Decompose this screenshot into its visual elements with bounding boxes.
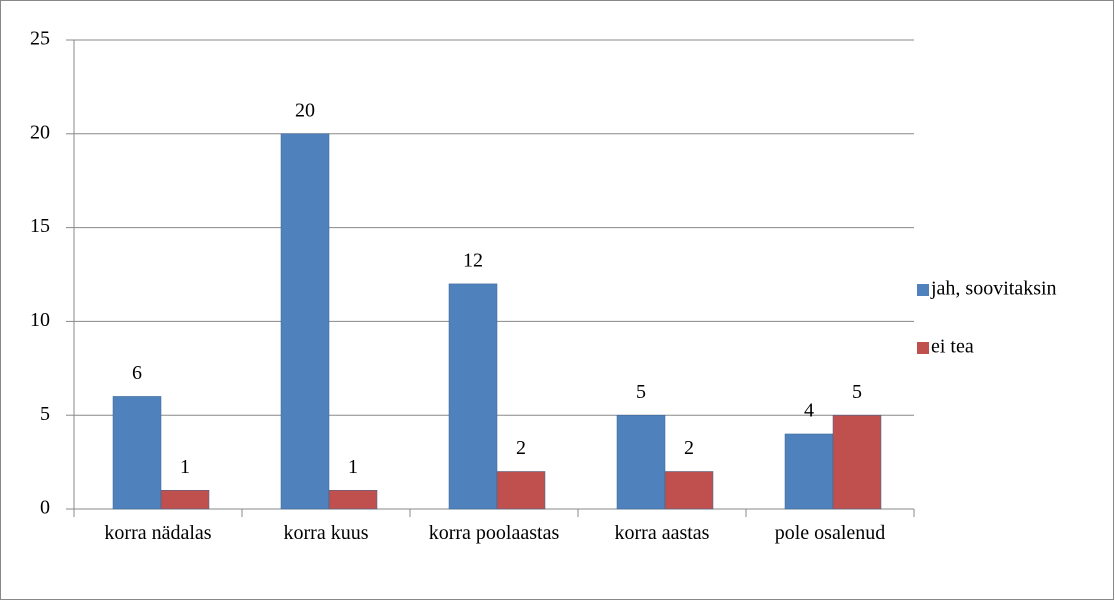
legend-label: jah, soovitaksin <box>930 278 1057 300</box>
bar <box>832 414 882 510</box>
data-label: 4 <box>804 400 814 422</box>
data-label: 20 <box>295 99 315 121</box>
bar <box>616 414 666 510</box>
x-tick-label: korra nädalas <box>104 522 212 544</box>
data-label: 2 <box>684 437 694 459</box>
y-tick-label: 10 <box>30 309 50 331</box>
bar <box>328 489 378 510</box>
bar <box>448 283 498 510</box>
y-tick-label: 20 <box>30 121 50 143</box>
data-label: 12 <box>463 249 483 271</box>
bar <box>160 489 210 510</box>
x-label-box: korra kuus <box>283 522 369 544</box>
x-tick-label: pole osalenud <box>774 522 886 544</box>
data-label: 2 <box>516 437 526 459</box>
bar <box>784 433 834 510</box>
x-tick-label: korra poolaastas <box>428 522 560 544</box>
data-label: 5 <box>852 381 862 403</box>
x-label-box: pole osalenud <box>774 522 886 544</box>
x-tick-label: korra kuus <box>283 522 369 544</box>
x-label-box: korra poolaastas <box>428 522 560 544</box>
data-label: 1 <box>180 456 190 478</box>
y-tick-label: 25 <box>30 28 50 50</box>
data-label: 1 <box>348 456 358 478</box>
x-tick-label: korra aastas <box>614 522 710 544</box>
bar <box>496 471 546 510</box>
legend-swatch <box>917 342 929 354</box>
bar <box>112 396 162 510</box>
bar <box>664 471 714 510</box>
x-label-box: korra aastas <box>614 522 710 544</box>
y-tick-label: 15 <box>30 215 50 237</box>
data-label: 6 <box>132 362 142 384</box>
y-tick-label: 5 <box>40 403 50 425</box>
legend-swatch <box>917 284 929 296</box>
legend-label: ei tea <box>931 336 974 358</box>
data-label: 5 <box>636 381 646 403</box>
y-tick-label: 0 <box>40 497 50 519</box>
x-label-box: korra nädalas <box>104 522 212 544</box>
bar <box>280 133 330 510</box>
